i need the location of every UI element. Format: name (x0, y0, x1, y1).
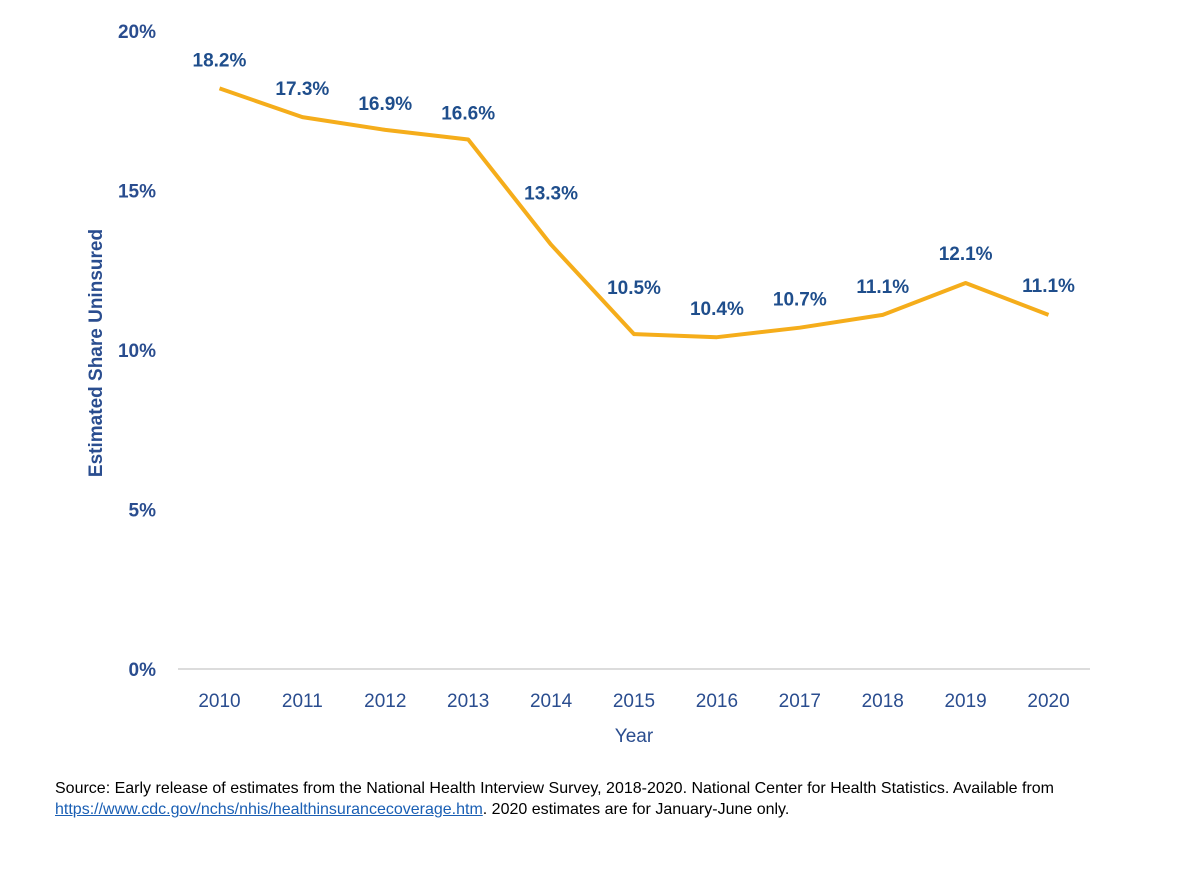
x-axis-ticks: 2010 2011 2012 2013 2014 2015 2016 2017 2018 2019… (198, 691, 1069, 712)
data-label: 18.2% (193, 50, 247, 71)
data-label: 16.6% (441, 103, 495, 124)
source-link[interactable]: https://www.cdc.gov/nchs/nhis/healthinsu… (55, 801, 483, 818)
x-tick-label: 2013 (447, 691, 489, 712)
x-tick-label: 2015 (613, 691, 655, 712)
data-label: 16.9% (358, 94, 412, 115)
x-axis-title: Year (615, 726, 654, 747)
data-label: 10.5% (607, 278, 661, 299)
source-suffix: . 2020 estimates are for January-June on… (482, 801, 790, 818)
data-label: 11.1% (1022, 276, 1075, 297)
x-tick-label: 2011 (282, 691, 323, 712)
x-tick-label: 2017 (779, 691, 821, 712)
x-tick-label: 2020 (1027, 691, 1069, 712)
y-tick-label: 5% (129, 501, 157, 522)
data-labels: 18.2% 17.3% 16.9% 16.6% 13.3% 10.5% 10.4% 10.7%… (193, 50, 1076, 320)
source-prefix: Source: Early release of estimates from … (55, 780, 1054, 797)
y-axis-ticks: 0% 5% 10% 15% 20% (118, 22, 156, 681)
data-label: 13.3% (524, 184, 578, 205)
y-tick-label: 0% (129, 660, 157, 681)
data-label: 12.1% (939, 244, 993, 265)
y-tick-label: 10% (118, 341, 156, 362)
y-tick-label: 15% (118, 182, 156, 203)
x-tick-label: 2012 (364, 691, 406, 712)
source-note: Source: Early release of estimates from … (55, 778, 1145, 820)
x-tick-label: 2010 (198, 691, 240, 712)
x-tick-label: 2014 (530, 691, 573, 712)
data-label: 10.7% (773, 290, 827, 311)
series-line (218, 86, 1050, 340)
data-label: 11.1% (856, 277, 909, 298)
data-label: 17.3% (275, 79, 329, 100)
x-tick-label: 2016 (696, 691, 738, 712)
line-chart: 0%5%10%15%20% 2010 2011 2012 2013 2014 2015 20… (86, 22, 1090, 747)
x-tick-label: 2018 (862, 691, 904, 712)
data-label: 10.4% (690, 299, 744, 320)
y-tick-label: 20% (118, 22, 156, 43)
x-tick-label: 2019 (944, 691, 986, 712)
y-axis-title: Estimated Share Uninsured (86, 229, 107, 477)
